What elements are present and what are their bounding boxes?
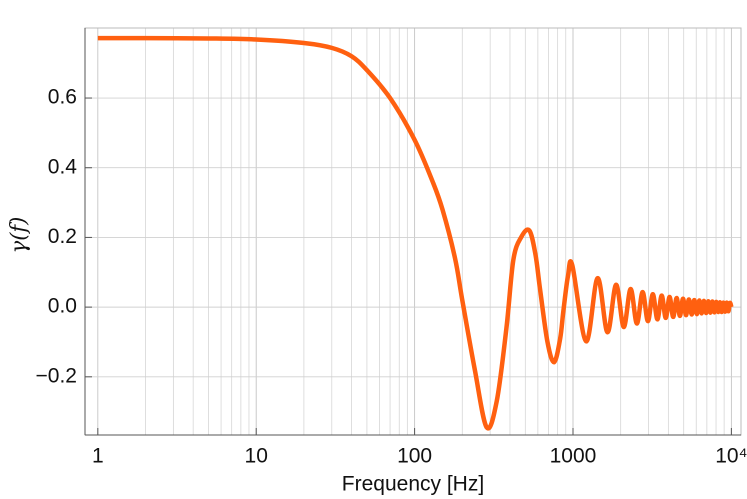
x-tick-label: 1: [92, 445, 104, 468]
y-tick-label: 0.6: [48, 86, 77, 109]
data-line: [97, 35, 734, 431]
x-tick-label: 100: [397, 445, 432, 468]
x-tick-label: 1000: [550, 445, 597, 468]
x-axis-label: Frequency [Hz]: [342, 473, 484, 496]
y-tick-label: 0.4: [48, 155, 78, 178]
y-tick-label: −0.2: [36, 364, 77, 387]
y-tick-label: 0.0: [48, 295, 77, 318]
x-tick-label: 10⁴: [715, 445, 747, 468]
y-tick-label: 0.2: [48, 225, 77, 248]
x-tick-label: 10: [245, 445, 268, 468]
plot-frame: [84, 27, 742, 436]
y-axis-label: γ(f): [7, 217, 31, 254]
